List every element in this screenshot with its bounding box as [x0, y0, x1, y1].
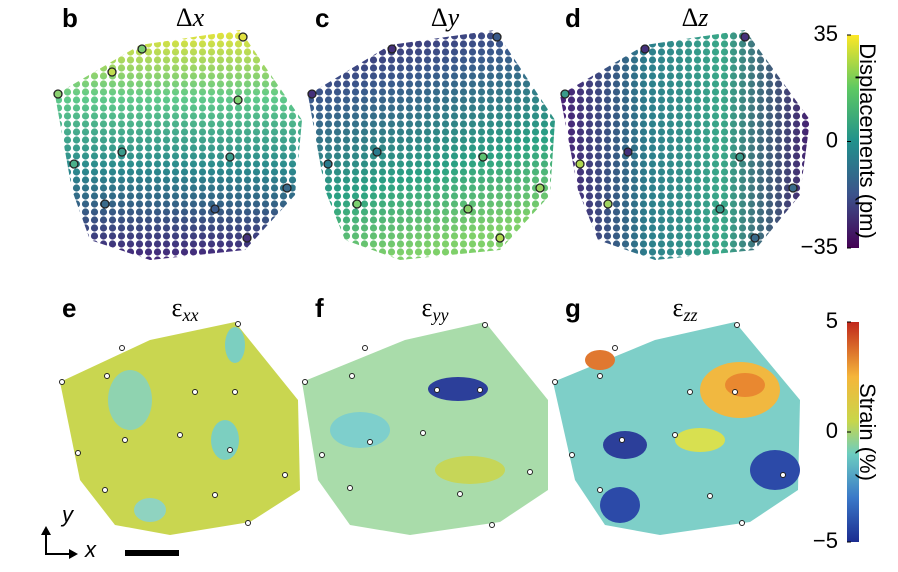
axes-indicator: [41, 526, 78, 559]
panel-letter: b: [62, 3, 78, 33]
panel-letter: c: [315, 3, 329, 33]
title-variable: x: [192, 3, 205, 32]
atom-markers: [59, 321, 786, 528]
colorbar-label: Strain (%): [855, 383, 880, 481]
title-variable: xx: [181, 305, 198, 325]
displacement-maps: [55, 30, 810, 260]
title-variable: yy: [430, 305, 448, 325]
axis-y-label: y: [60, 502, 75, 527]
panel-title: Δy: [431, 3, 460, 32]
colorbar-tick-label: 0: [826, 418, 838, 443]
panel-letter: f: [315, 293, 324, 323]
title-symbol: ε: [172, 293, 183, 322]
panel-title: εyy: [422, 293, 449, 325]
colorbar-tick-label: −5: [813, 528, 838, 553]
axis-x-label: x: [84, 537, 97, 562]
colorbar-tick-label: −35: [801, 234, 838, 259]
colorbar-displacement: [847, 35, 859, 248]
strain-maps: [60, 322, 800, 535]
panel-title: Δx: [176, 3, 205, 32]
title-variable: y: [445, 3, 460, 32]
title-symbol: ε: [422, 293, 433, 322]
title-variable: z: [697, 3, 708, 32]
panel-letter: g: [565, 293, 581, 323]
panel-title: εxx: [172, 293, 199, 325]
panel-letter: e: [62, 293, 76, 323]
colorbar-tick-label: 5: [826, 308, 838, 333]
panel-letter: d: [565, 3, 581, 33]
panel-title: Δz: [682, 3, 709, 32]
scale-bar: [125, 550, 179, 556]
title-symbol: Δ: [176, 3, 193, 32]
colorbar-label: Displacements (pm): [855, 43, 880, 239]
colorbar-tick-label: 0: [826, 127, 838, 152]
title-symbol: Δ: [431, 3, 448, 32]
title-variable: zz: [682, 305, 697, 325]
panel-title: εzz: [673, 293, 698, 325]
highlighted-atoms: [53, 32, 798, 243]
title-symbol: Δ: [682, 3, 699, 32]
colorbar-tick-label: 35: [814, 21, 838, 46]
colorbar-strain: [847, 322, 859, 542]
title-symbol: ε: [673, 293, 684, 322]
